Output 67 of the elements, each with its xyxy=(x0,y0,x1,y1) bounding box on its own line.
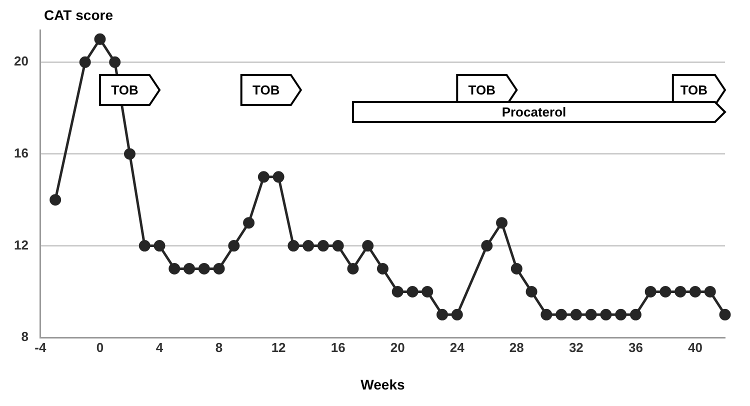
point xyxy=(570,308,582,320)
point xyxy=(138,240,150,252)
x-tick-label: -4 xyxy=(34,340,48,355)
point xyxy=(422,286,434,298)
point xyxy=(243,217,255,229)
point xyxy=(496,217,508,229)
x-tick-label: 24 xyxy=(450,340,466,355)
point xyxy=(674,286,686,298)
x-tick-label: 16 xyxy=(330,340,346,355)
point xyxy=(154,240,166,252)
point xyxy=(600,308,612,320)
point xyxy=(481,240,493,252)
point xyxy=(288,240,300,252)
y-tick-label: 8 xyxy=(21,329,28,344)
point xyxy=(50,194,62,206)
x-tick-label: 8 xyxy=(215,340,223,355)
x-tick-label: 32 xyxy=(568,340,584,355)
x-tick-label: 20 xyxy=(390,340,405,355)
point xyxy=(362,240,374,252)
y-axis-title: CAT score xyxy=(44,6,114,23)
point xyxy=(347,262,359,274)
point xyxy=(689,286,701,298)
point xyxy=(451,308,463,320)
point xyxy=(94,33,106,45)
band-label: TOB xyxy=(252,82,280,98)
point xyxy=(213,262,225,274)
point xyxy=(332,240,344,252)
point xyxy=(272,171,284,183)
y-tick-label: 16 xyxy=(14,146,28,161)
point xyxy=(556,308,568,320)
point xyxy=(510,262,522,274)
point xyxy=(644,286,656,298)
band-label: Procaterol xyxy=(502,104,566,120)
x-axis-title: Weeks xyxy=(360,376,405,392)
point xyxy=(317,240,329,252)
x-tick-label: 40 xyxy=(688,340,702,355)
x-tick-label: 36 xyxy=(628,340,643,355)
point xyxy=(228,240,240,252)
point xyxy=(168,262,180,274)
point xyxy=(302,240,314,252)
band-label: TOB xyxy=(680,82,708,98)
point xyxy=(258,171,270,183)
point xyxy=(540,308,552,320)
y-tick-label: 20 xyxy=(14,54,28,69)
point xyxy=(436,308,448,320)
point xyxy=(109,56,121,68)
point xyxy=(526,286,538,298)
point xyxy=(704,286,716,298)
point xyxy=(406,286,418,298)
point xyxy=(660,286,672,298)
point xyxy=(376,262,388,274)
x-tick-label: 0 xyxy=(96,340,104,355)
x-tick-label: 28 xyxy=(509,340,524,355)
point xyxy=(585,308,597,320)
point xyxy=(719,308,731,320)
point xyxy=(630,308,642,320)
y-tick-label: 12 xyxy=(14,237,28,252)
x-tick-label: 4 xyxy=(156,340,164,355)
point xyxy=(615,308,627,320)
point xyxy=(79,56,91,68)
point xyxy=(198,262,210,274)
band-label: TOB xyxy=(111,82,138,98)
point xyxy=(184,262,196,274)
point xyxy=(124,148,136,160)
x-tick-label: 12 xyxy=(271,340,286,355)
point xyxy=(392,286,404,298)
band-label: TOB xyxy=(468,82,496,98)
